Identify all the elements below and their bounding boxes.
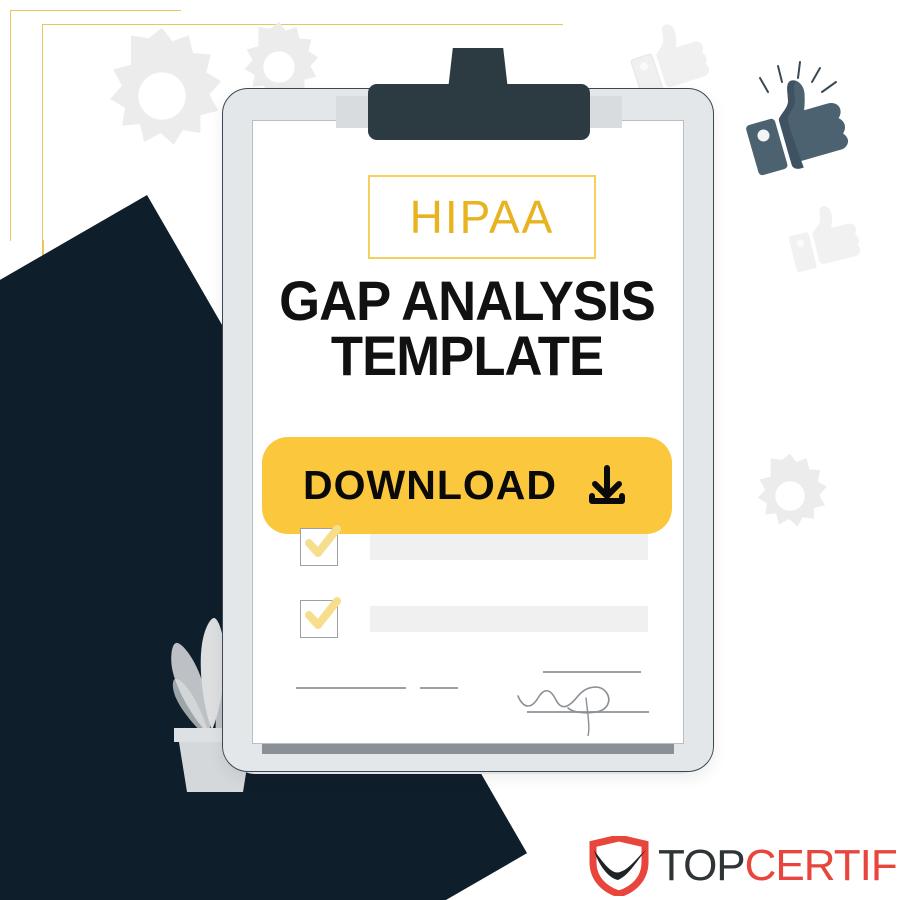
clipboard-paper	[252, 120, 684, 744]
headline-line-1: GAP ANALYSIS	[279, 269, 656, 332]
hipaa-badge-label: HIPAA	[409, 191, 555, 243]
download-arrow-icon	[583, 462, 631, 510]
brand-word-top: TOP	[658, 841, 746, 890]
corner-frame-outer	[10, 10, 181, 241]
clip-wing-right	[586, 96, 622, 128]
list-item[interactable]	[300, 525, 648, 566]
brand-logo-wordmark: TOPCERTIFIER	[658, 844, 900, 888]
gold-accent-line-inner	[133, 309, 135, 609]
gear-icon-large-topleft	[88, 22, 236, 170]
brand-word-certifier: CERTIFIER	[744, 841, 900, 890]
clip-wing-left	[336, 96, 372, 128]
checkbox-1[interactable]	[300, 525, 341, 566]
signature-rule-1	[296, 687, 406, 689]
page-title: GAP ANALYSIS TEMPLATE	[265, 273, 669, 387]
gold-accent-line-left	[42, 240, 44, 560]
shield-check-icon	[588, 836, 650, 896]
signature-scribble	[510, 666, 650, 741]
thumbs-up-icon-dark	[740, 48, 868, 180]
gear-icon-right	[744, 450, 836, 542]
clip-top-tab	[448, 48, 508, 90]
signature-rule-3	[543, 671, 641, 673]
thumbs-up-icon-light-bottom	[786, 200, 864, 276]
download-button-label: DOWNLOAD	[303, 462, 557, 508]
clip-bar	[368, 84, 590, 140]
list-item-text-placeholder-1	[370, 534, 648, 560]
headline-line-2: TEMPLATE	[330, 323, 604, 387]
brand-logo: TOPCERTIFIER	[588, 836, 900, 896]
signature-rule-2	[420, 687, 458, 689]
paper-bottom-shade	[262, 742, 674, 754]
list-item-text-placeholder-2	[370, 606, 648, 632]
hipaa-badge: HIPAA	[368, 175, 596, 259]
checkbox-2[interactable]	[300, 597, 341, 638]
download-button[interactable]: DOWNLOAD	[262, 437, 672, 534]
list-item[interactable]	[300, 597, 648, 638]
